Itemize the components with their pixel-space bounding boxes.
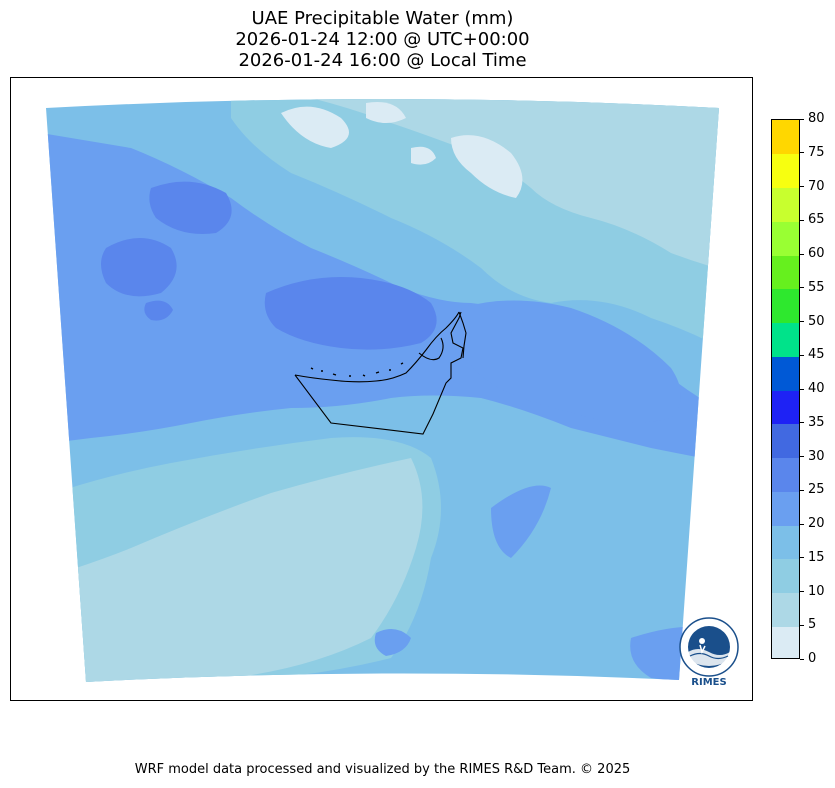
colorbar-tick (800, 624, 804, 626)
contour-25-30-nw (149, 181, 232, 234)
colorbar-tick-label: 65 (808, 212, 825, 228)
contour-0-5-north-4 (366, 102, 406, 123)
precipitable-water-map (46, 99, 719, 682)
map-domain (46, 99, 719, 682)
colorbar (771, 119, 800, 659)
contour-25-30-central (264, 277, 437, 350)
colorbar-segment (772, 525, 799, 560)
contour-0-5-north (281, 106, 349, 148)
colorbar-segment (772, 356, 799, 391)
colorbar-tick (800, 186, 804, 187)
contour-20-25-southeast (491, 485, 551, 558)
uae-coastline (294, 311, 460, 383)
colorbar-tick-label: 40 (808, 381, 825, 396)
colorbar-tick (800, 253, 804, 255)
colorbar-tick-label: 50 (808, 313, 825, 329)
contour-20-25-south-blob (374, 629, 411, 656)
uae-boundary (294, 311, 467, 435)
colorbar-tick-label: 75 (808, 144, 825, 160)
colorbar-segment (772, 626, 799, 658)
colorbar-tick (800, 523, 804, 525)
colorbar-tick-label: 70 (808, 178, 825, 194)
colorbar-segment (772, 457, 799, 492)
colorbar-segment (772, 288, 799, 323)
colorbar-segment (772, 221, 799, 256)
contour-25-30-west (101, 238, 177, 297)
colorbar-tick (800, 489, 804, 491)
colorbar-segment (772, 491, 799, 526)
contour-0-5-north-2 (451, 135, 523, 198)
colorbar-tick-label: 20 (808, 516, 825, 531)
title-line-2: 2026-01-24 12:00 @ UTC+00:00 (235, 29, 530, 50)
colorbar-segment (772, 322, 799, 357)
map-frame (10, 77, 753, 701)
colorbar-tick (800, 219, 804, 221)
chart-title: UAE Precipitable Water (mm) 2026-01-24 1… (0, 8, 765, 71)
colorbar-tick-label: 10 (808, 583, 825, 599)
uae-inner-border (418, 337, 444, 361)
colorbar-tick-label: 25 (808, 482, 825, 498)
colorbar-segment (772, 558, 799, 593)
colorbar-tick (800, 422, 804, 424)
colorbar-segment (772, 187, 799, 222)
colorbar-tick-label: 55 (808, 279, 825, 295)
uae-east-coast (458, 311, 467, 359)
uae-islands (310, 362, 404, 377)
colorbar-tick-label: 45 (808, 347, 825, 363)
rimes-logo-label: RIMES (691, 677, 727, 688)
colorbar-tick (800, 321, 804, 322)
colorbar-segment (772, 153, 799, 188)
colorbar-tick (800, 557, 804, 559)
colorbar-segment (772, 120, 799, 155)
title-line-1: UAE Precipitable Water (mm) (251, 8, 514, 29)
title-line-3: 2026-01-24 16:00 @ Local Time (238, 50, 527, 71)
colorbar-segment (772, 592, 799, 627)
colorbar-tick-label: 80 (808, 111, 825, 126)
colorbar-tick-label: 5 (808, 617, 817, 633)
contour-5-10-north (311, 99, 719, 278)
contour-5-10-south (46, 458, 423, 682)
contour-0-5-north-3 (411, 146, 436, 165)
footer-credit: WRF model data processed and visualized … (134, 762, 631, 777)
contour-20-25-east (461, 300, 681, 423)
rimes-logo: RIMES (678, 616, 740, 688)
colorbar-tick-label: 30 (808, 448, 825, 464)
colorbar-tick (800, 456, 804, 457)
colorbar-tick (800, 287, 804, 289)
colorbar-segment (772, 423, 799, 458)
colorbar-tick (800, 388, 804, 390)
contour-25-30-west-2 (144, 300, 173, 321)
colorbar-tick (800, 118, 804, 120)
colorbar-tick (800, 152, 804, 154)
uae-border-outline (294, 311, 464, 435)
rimes-logo-emblem-icon (679, 617, 739, 677)
colorbar-tick-label: 15 (808, 549, 825, 565)
colorbar-segment (772, 390, 799, 425)
colorbar-tick-label: 35 (808, 414, 825, 430)
colorbar-tick (800, 591, 804, 592)
colorbar-tick (800, 354, 804, 356)
colorbar-tick-label: 60 (808, 246, 825, 261)
colorbar-segment (772, 255, 799, 290)
colorbar-tick (800, 658, 804, 660)
colorbar-tick-label: 0 (808, 651, 817, 666)
